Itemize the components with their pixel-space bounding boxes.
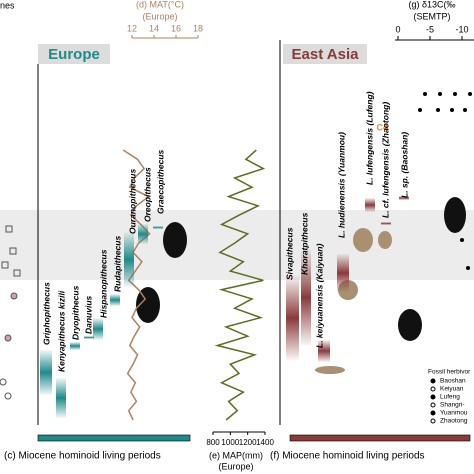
taxon-label: Kenyapithecus kizili xyxy=(56,290,66,372)
scatter-points xyxy=(418,92,472,270)
taxon-bar xyxy=(110,294,120,306)
taxon-bar xyxy=(318,340,330,362)
taxon-bar xyxy=(84,336,94,339)
legend-label: Zhaotong xyxy=(440,418,468,425)
taxon-label: Oreopithecus xyxy=(142,167,152,222)
taxon-label: Khoratpithecus xyxy=(299,212,309,275)
taxon-label: Danuvius xyxy=(83,295,93,334)
highlight-band xyxy=(0,210,474,280)
map-title: (e) MAP(mm) xyxy=(209,450,263,460)
taxon-label: Sivapithecus xyxy=(284,227,294,280)
europe-caption: (c) Miocene hominoid living periods xyxy=(4,451,161,462)
taxon-label: Griphopithecus xyxy=(41,282,51,345)
left-symbols xyxy=(0,225,21,400)
taxon-bar xyxy=(365,198,375,212)
europe-label: Europe xyxy=(48,46,100,63)
east-asia-box xyxy=(283,44,367,64)
fossil-icons xyxy=(315,228,392,374)
legend-label: Yuanmou xyxy=(440,410,468,417)
legend-marker xyxy=(430,378,436,384)
legend-marker xyxy=(430,386,436,392)
map-tick-label: 1200 xyxy=(239,438,257,447)
mat-tick-label: 12 xyxy=(127,23,137,33)
mat-title: (d) MAT(°C) xyxy=(136,0,184,9)
mat-subtitle: (Europe) xyxy=(142,11,177,21)
map-line xyxy=(214,149,266,421)
mat-tick-label: 14 xyxy=(149,23,159,33)
silhouettes xyxy=(136,197,466,341)
legend-marker xyxy=(430,410,436,416)
legend-label: Shangri- xyxy=(440,402,465,409)
taxon-bar xyxy=(70,342,80,350)
europe-box xyxy=(38,44,110,64)
taxon-bar xyxy=(40,350,52,395)
map-tick-label: 800 xyxy=(206,438,220,447)
taxon-bar xyxy=(124,232,134,287)
taxon-label: L. sp. (Baoshan) xyxy=(399,132,409,198)
taxon-label: Rudapithecus xyxy=(112,236,122,292)
taxon-label: L. lufengensis (Lufeng) xyxy=(364,91,374,185)
legend-label: Baoshan xyxy=(440,378,466,385)
map-tick-label: 1000 xyxy=(221,438,239,447)
asia-period-bar xyxy=(289,434,471,442)
taxon-bar xyxy=(138,224,148,244)
legend-marker xyxy=(430,402,436,408)
d13c-tick-label: -10 xyxy=(455,24,468,34)
taxon-label: L. hudienensis (Yuanmou) xyxy=(336,132,346,238)
mat-tick-label: 18 xyxy=(193,23,203,33)
taxon-label: L. keiyuanensis (Kaiyuan) xyxy=(314,243,324,348)
map-tick-label: 1400 xyxy=(256,438,274,447)
c4-label: C4 xyxy=(376,122,388,132)
d13c-tick-label: -5 xyxy=(426,24,434,34)
mat-tick-label: 16 xyxy=(171,23,181,33)
taxon-label: Graecopithecus xyxy=(155,149,165,214)
taxon-label: Hispanopithecus xyxy=(98,249,108,318)
legend-marker xyxy=(430,418,436,424)
taxon-label: L. cf. lufengensis (Zhaotong) xyxy=(380,102,390,218)
taxon-bar xyxy=(399,196,409,200)
taxon-bar xyxy=(286,276,299,360)
d13c-tick-label: 0 xyxy=(395,24,400,34)
taxon-bar xyxy=(337,254,349,292)
east-asia-label: East Asia xyxy=(292,46,360,63)
taxon-bar xyxy=(301,250,311,345)
taxon-bar xyxy=(56,378,66,418)
legend-label: Lufeng xyxy=(440,394,460,401)
legend-title: Fossil herbivor xyxy=(428,369,471,376)
d13c-title: (g) δ13C(‰ xyxy=(408,0,455,9)
taxon-label: Dryopithecus xyxy=(70,285,80,340)
taxon-bar xyxy=(153,226,163,229)
legend-marker xyxy=(430,394,436,400)
corner-text: nes xyxy=(0,0,15,10)
taxon-bar xyxy=(381,222,391,225)
europe-period-bar xyxy=(37,434,191,442)
d13c-subtitle: (SEMTP) xyxy=(414,11,451,21)
legend-label: Keiyuan xyxy=(440,386,464,393)
taxon-label: Ouranopithecus xyxy=(127,169,137,234)
asia-caption: (f) Miocene hominoid living periods xyxy=(270,451,425,462)
taxon-bar xyxy=(93,318,103,340)
map-subtitle: (Europe) xyxy=(218,461,253,471)
